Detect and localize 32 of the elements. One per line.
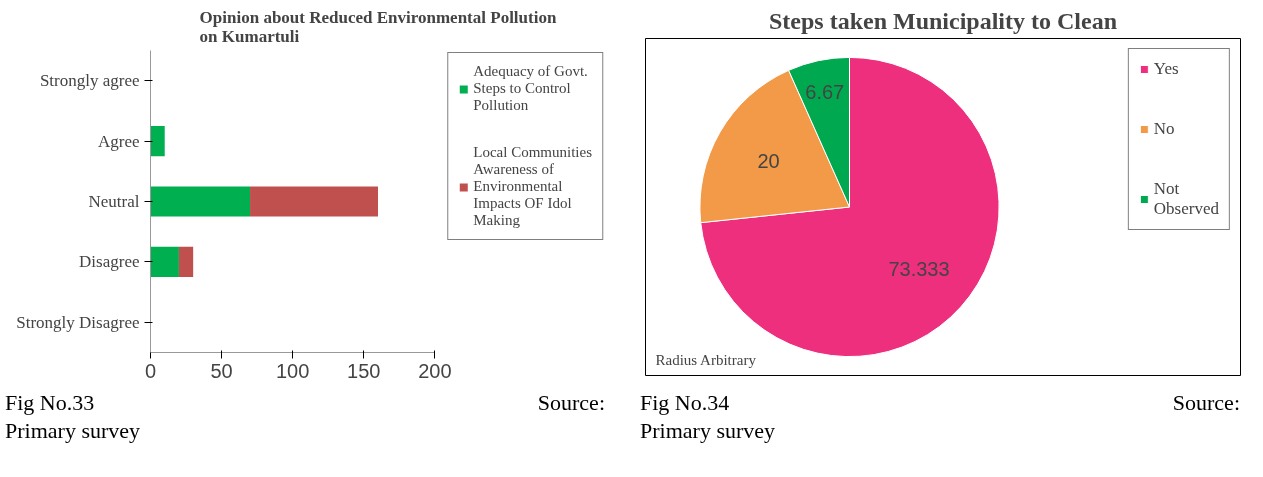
source-note: Source: <box>1172 389 1240 417</box>
x-tick-label: 200 <box>418 359 452 382</box>
y-tick-label: Neutral <box>88 192 140 211</box>
legend-label: Not Observed <box>1153 179 1219 219</box>
y-tick-label: Strongly Disagree <box>16 312 140 332</box>
chart-title: Opinion about Reduced Environmental Pollution on Kumartuli <box>199 7 557 46</box>
bar <box>150 126 165 157</box>
bar <box>250 186 378 217</box>
x-tick-label: 100 <box>276 359 310 382</box>
text: Radius Arbitrary <box>655 351 757 368</box>
text: Primary survey <box>5 417 142 445</box>
legend-label: No <box>1153 119 1175 139</box>
y-tick-label: Strongly agree <box>39 71 140 91</box>
y-tick-label: Disagree <box>79 252 140 272</box>
bar <box>150 246 179 277</box>
legend-label: Yes <box>1153 59 1179 79</box>
x-tick-label: 150 <box>347 359 381 382</box>
text: Fig No.34 <box>640 389 730 417</box>
bar <box>150 186 251 217</box>
chart-title: Steps taken Municipality to Clean <box>768 7 1118 34</box>
data-label: 73.333 <box>888 258 950 281</box>
text: Primary survey <box>640 417 777 445</box>
y-tick-label: Agree <box>97 131 140 151</box>
data-label: 20 <box>757 149 780 172</box>
source-note: Source: <box>537 389 605 417</box>
data-label: 6.67 <box>805 80 845 103</box>
text: Fig No.33 <box>5 389 95 417</box>
legend-label: Local Communities Awareness of Environmental Impacts OF Idol Making <box>473 144 592 229</box>
bar <box>178 246 194 277</box>
x-tick-label: 0 <box>144 359 157 382</box>
legend-label: Adequacy of Govt. Steps to Control Pollution <box>473 63 588 114</box>
x-tick-label: 50 <box>210 359 233 382</box>
